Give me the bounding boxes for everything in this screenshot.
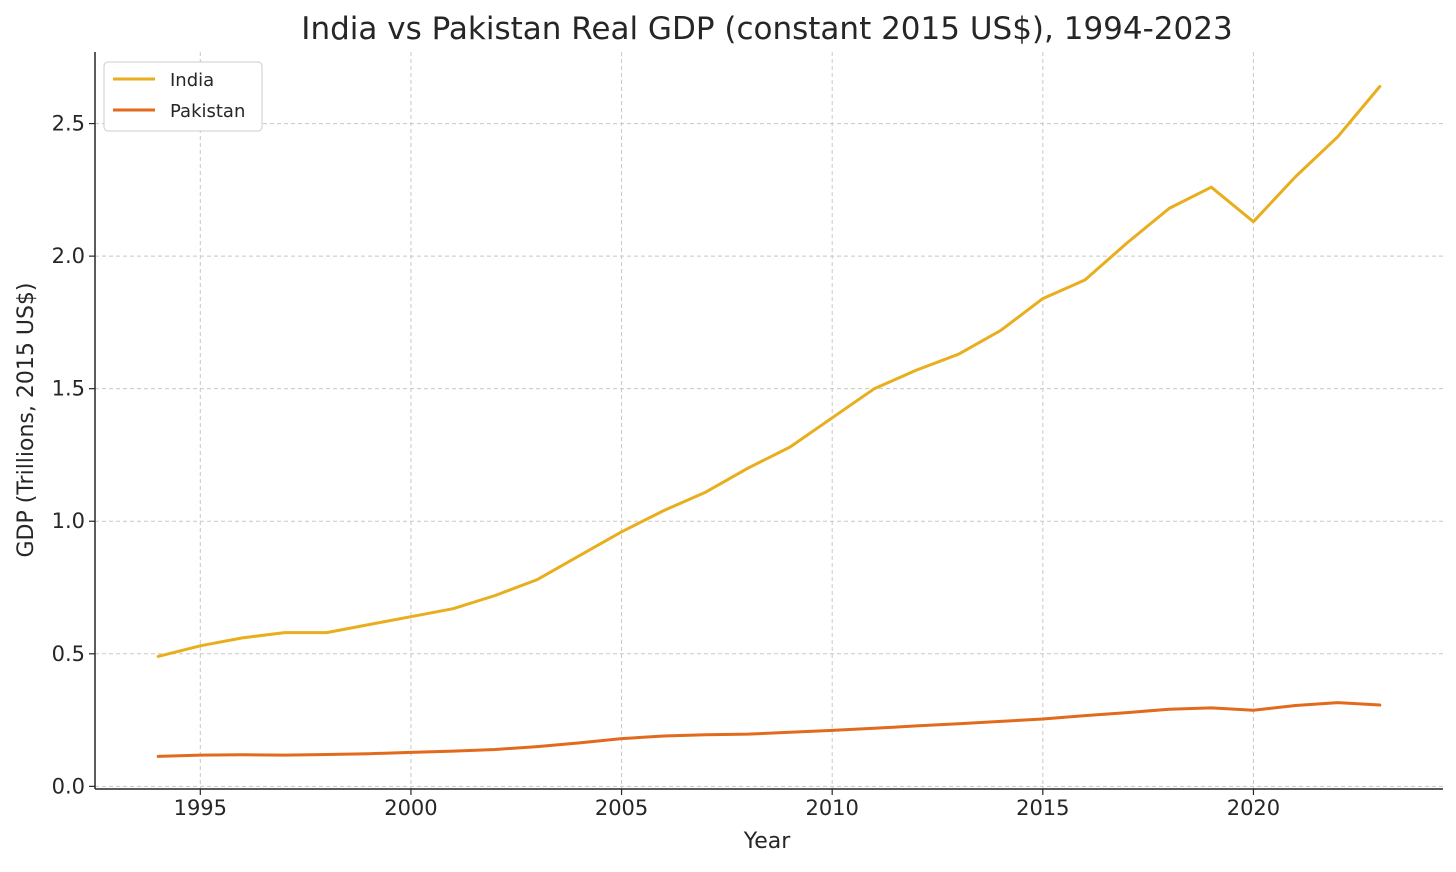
series-line-india bbox=[156, 85, 1382, 658]
series-line-pakistan bbox=[156, 701, 1382, 758]
x-tick-label-2020: 2020 bbox=[1227, 796, 1280, 820]
y-tick-label-2: 1.0 bbox=[52, 509, 85, 533]
series-lines bbox=[156, 85, 1382, 758]
x-tick-label-2005: 2005 bbox=[595, 796, 648, 820]
y-tick-label-5: 2.5 bbox=[52, 112, 85, 136]
grid-lines bbox=[95, 52, 1443, 789]
legend-label-pakistan: Pakistan bbox=[170, 101, 245, 122]
y-tick-label-0: 0.0 bbox=[52, 774, 85, 798]
y-tick-label-3: 1.5 bbox=[52, 377, 85, 401]
y-axis-label: GDP (Trillions, 2015 US$) bbox=[14, 282, 39, 557]
x-tick-label-2015: 2015 bbox=[1016, 796, 1069, 820]
y-tick-label-4: 2.0 bbox=[52, 244, 85, 268]
x-tick-label-1995: 1995 bbox=[174, 796, 227, 820]
x-axis-label: Year bbox=[743, 829, 792, 854]
y-tick-label-1: 0.5 bbox=[52, 642, 85, 666]
x-tick-label-2010: 2010 bbox=[805, 796, 858, 820]
legend-label-india: India bbox=[170, 70, 214, 91]
axes: 1995 2000 2005 2010 2015 2020 0.0 0.5 1.0 1.5 2.0 2… bbox=[52, 52, 1443, 820]
chart-title: India vs Pakistan Real GDP (constant 201… bbox=[301, 11, 1232, 47]
x-tick-label-2000: 2000 bbox=[384, 796, 437, 820]
legend: India Pakistan bbox=[103, 61, 263, 132]
